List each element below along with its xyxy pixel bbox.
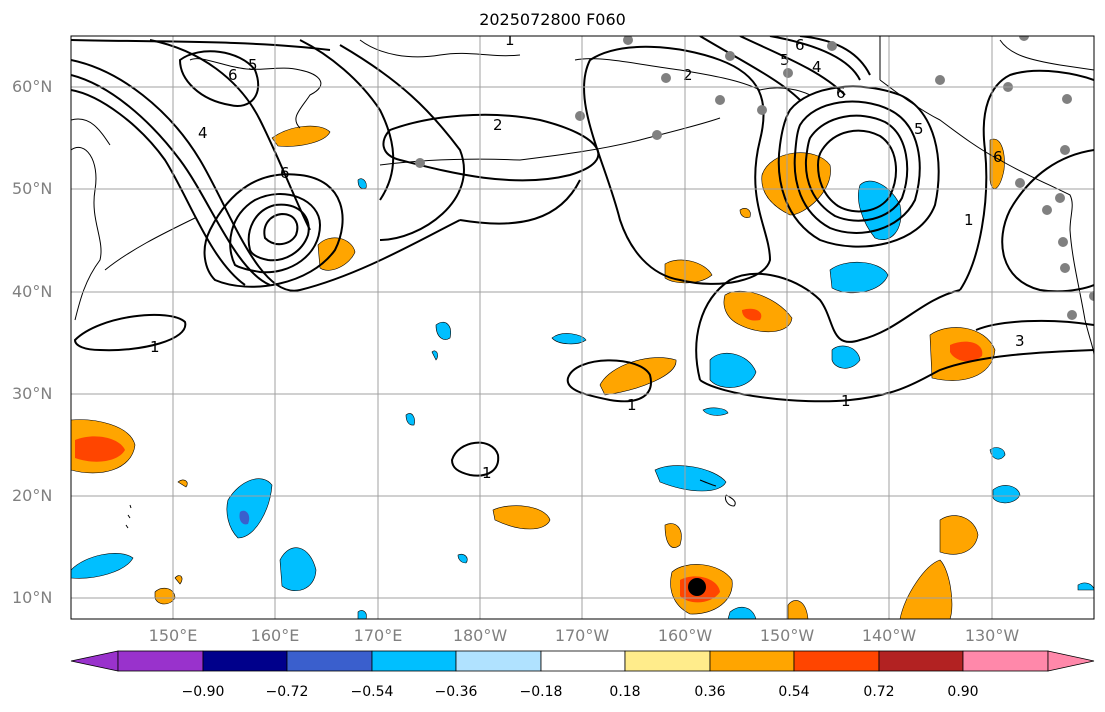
lon-label: 130°W: [964, 626, 1020, 645]
storm-center-marker: [688, 578, 706, 596]
colorbar: [70, 650, 1095, 672]
colorbar-tick-label: −0.18: [519, 684, 563, 700]
colorbar-segment: [117, 650, 204, 672]
contour-label: 1: [964, 211, 974, 229]
contour-label: 4: [198, 124, 208, 142]
colorbar-tick-label: −0.90: [181, 684, 225, 700]
contour-label: 1: [482, 464, 492, 482]
colorbar-segment: [793, 650, 880, 672]
contour-label: 6: [795, 36, 805, 54]
colorbar-tick-label: −0.72: [265, 684, 309, 700]
colorbar-segment: [286, 650, 373, 672]
contour-label: 1: [150, 338, 160, 356]
colorbar-tick-label: −0.36: [434, 684, 478, 700]
map-frame: [70, 35, 1095, 620]
contour-label: 3: [1015, 332, 1025, 350]
contour-label: 1: [841, 392, 851, 410]
contour-label: 2: [683, 66, 693, 84]
contour-label: 5: [248, 56, 258, 74]
contour-label: 5: [914, 120, 924, 138]
colorbar-tick-label: −0.54: [350, 684, 394, 700]
contour-label: 5: [780, 51, 790, 69]
contour-label: 6: [836, 84, 846, 102]
lat-label: 40°N: [12, 282, 53, 301]
colorbar-tick-label: 0.72: [863, 684, 895, 700]
gridlines: [71, 36, 1094, 619]
lon-label: 170°E: [353, 626, 403, 645]
strong-negative-anomaly-fill: [239, 510, 250, 525]
contour-label: 4: [812, 58, 822, 76]
contour-label: 6: [280, 164, 290, 182]
colorbar-tick-label: 0.18: [609, 684, 641, 700]
lon-label: 150°E: [148, 626, 198, 645]
colorbar-tick-label: 0.36: [694, 684, 726, 700]
lon-label: 170°W: [554, 626, 610, 645]
colorbar-segment: [709, 650, 795, 672]
colorbar-extend-max: [1047, 650, 1095, 672]
colorbar-segment: [878, 650, 964, 672]
contour-lines: [71, 36, 1094, 477]
positive-anomaly-fill: [71, 125, 1005, 619]
colorbar-segment: [202, 650, 288, 672]
colorbar-segment: [540, 650, 626, 672]
lat-label: 20°N: [12, 486, 53, 505]
lon-label: 150°W: [759, 626, 815, 645]
lat-label: 10°N: [12, 588, 53, 607]
lat-label: 30°N: [12, 384, 53, 403]
lon-label: 160°E: [250, 626, 300, 645]
contour-label: 2: [493, 116, 503, 134]
station-dots: [415, 36, 1094, 320]
colorbar-tick-label: 0.90: [947, 684, 979, 700]
contour-label: 1: [627, 396, 637, 414]
colorbar-segment: [962, 650, 1049, 672]
lat-label: 60°N: [12, 77, 53, 96]
colorbar-segment: [455, 650, 542, 672]
lon-label: 140°W: [861, 626, 917, 645]
coastlines: [71, 36, 1094, 529]
contour-label: 6: [228, 66, 238, 84]
colorbar-tick-label: 0.54: [778, 684, 810, 700]
colorbar-segment: [371, 650, 457, 672]
contour-label: 1: [505, 31, 515, 49]
colorbar-segment: [624, 650, 711, 672]
lon-label: 160°W: [657, 626, 713, 645]
lon-label: 180°W: [452, 626, 508, 645]
contour-label: 6: [993, 148, 1003, 166]
colorbar-extend-min: [70, 650, 119, 672]
contour-labels: 1 6 5 4 6 2 6 2 5 4 6 5 6 1 3 1 1 1 1: [150, 31, 1025, 482]
lat-label: 50°N: [12, 179, 53, 198]
map-title: 2025072800 F060: [479, 10, 626, 29]
